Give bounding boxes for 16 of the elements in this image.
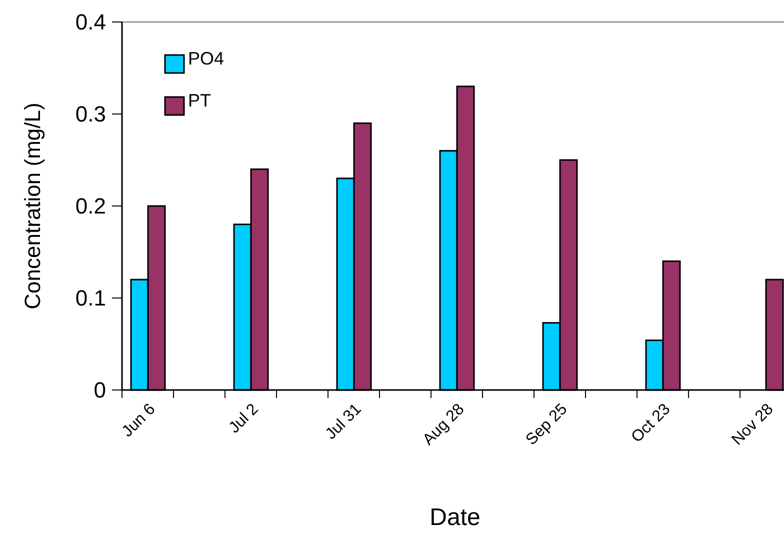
y-tick-label: 0.4 (75, 10, 106, 35)
y-tick-label: 0.2 (75, 194, 106, 219)
x-tick-label: Nov 28 (728, 400, 777, 449)
y-tick-label: 0.1 (75, 286, 106, 311)
y-axis-title: Concentration (mg/L) (20, 102, 45, 310)
x-tick-label: Jul 31 (322, 400, 365, 443)
x-tick-label: Aug 28 (420, 400, 468, 449)
legend-label: PO4 (188, 48, 224, 68)
x-tick-label: Sep 25 (522, 400, 571, 449)
legend-label: PT (188, 90, 212, 110)
x-tick-label: Jul 2 (226, 400, 262, 437)
y-tick-label: 0 (94, 378, 106, 403)
y-tick-label: 0.3 (75, 102, 106, 127)
x-tick-label: Jun 6 (119, 400, 159, 440)
x-axis-title: Date (430, 504, 480, 531)
x-tick-label: Oct 23 (628, 400, 674, 446)
